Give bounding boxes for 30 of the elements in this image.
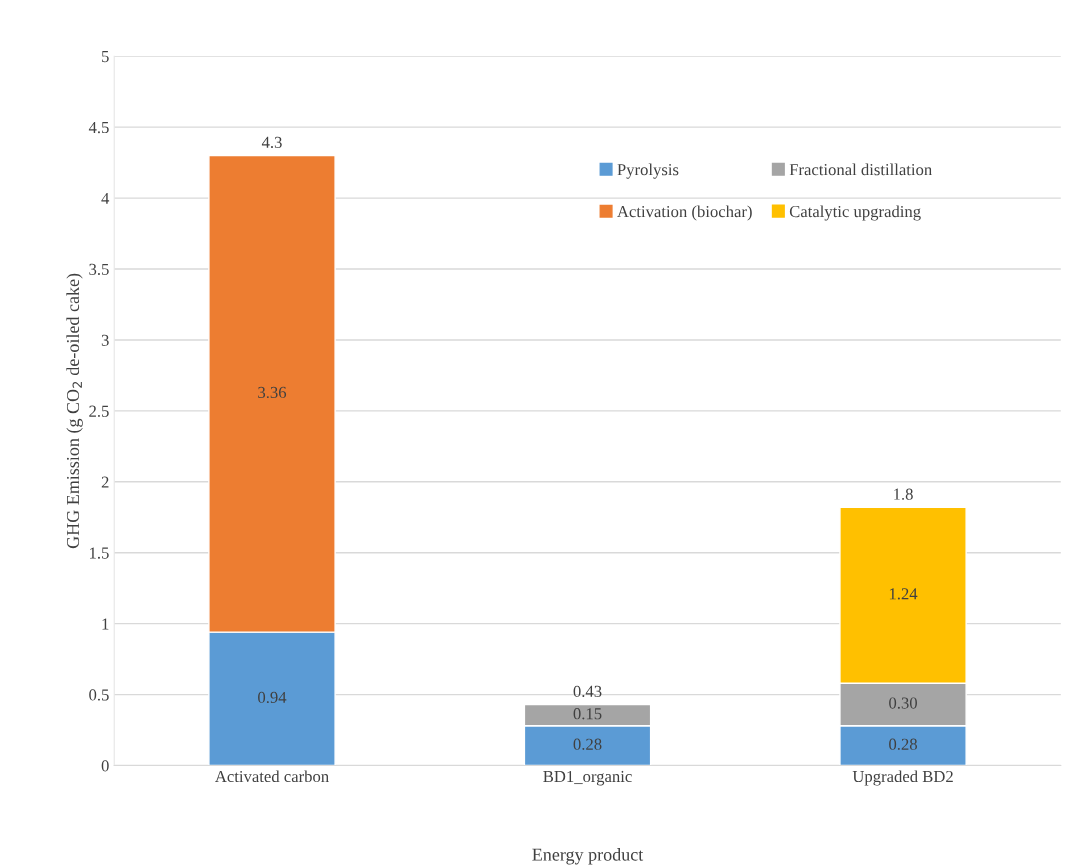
y-tick-label: 3.5	[89, 263, 109, 276]
y-tick-label: 2.5	[89, 405, 109, 417]
total-label: 1.8	[894, 488, 913, 500]
x-tick-label: Activated carbon	[215, 770, 329, 783]
y-tick-label: 4.5	[88, 121, 109, 134]
y-tick-label: 1	[102, 618, 109, 630]
total-label: 4.3	[261, 136, 282, 149]
data-label: 3.36	[258, 386, 287, 399]
y-tick-label: 5	[102, 51, 109, 63]
y-tick-label: 2	[101, 476, 109, 488]
x-tick-label: Upgraded BD2	[852, 770, 953, 786]
x-tick-label: BD1_organic	[543, 770, 632, 786]
y-tick-label: 4	[101, 192, 110, 204]
data-label: 0.94	[258, 691, 287, 704]
data-label: 1.24	[889, 588, 918, 600]
data-label: 0.28	[573, 738, 602, 750]
data-label: 0.30	[889, 697, 917, 709]
legend-label: Catalytic upgrading	[789, 205, 921, 221]
y-tick-label: 0	[101, 760, 109, 772]
y-tick-label: 3	[101, 334, 109, 346]
legend-label: Activation (biochar)	[617, 205, 752, 221]
data-label: 0.28	[889, 738, 917, 750]
total-label: 0.43	[573, 685, 602, 698]
x-axis-title: Energy product	[532, 848, 644, 865]
legend-label: Pyrolysis	[617, 163, 679, 179]
legend-label: Fractional distillation	[789, 163, 932, 176]
y-axis-title: GHG Emission (g CO$_{2}$ de-oiled cake)	[66, 273, 83, 549]
y-tick-label: 0.5	[89, 689, 109, 701]
y-tick-label: 1.5	[90, 547, 109, 559]
data-label: 0.15	[573, 708, 602, 720]
